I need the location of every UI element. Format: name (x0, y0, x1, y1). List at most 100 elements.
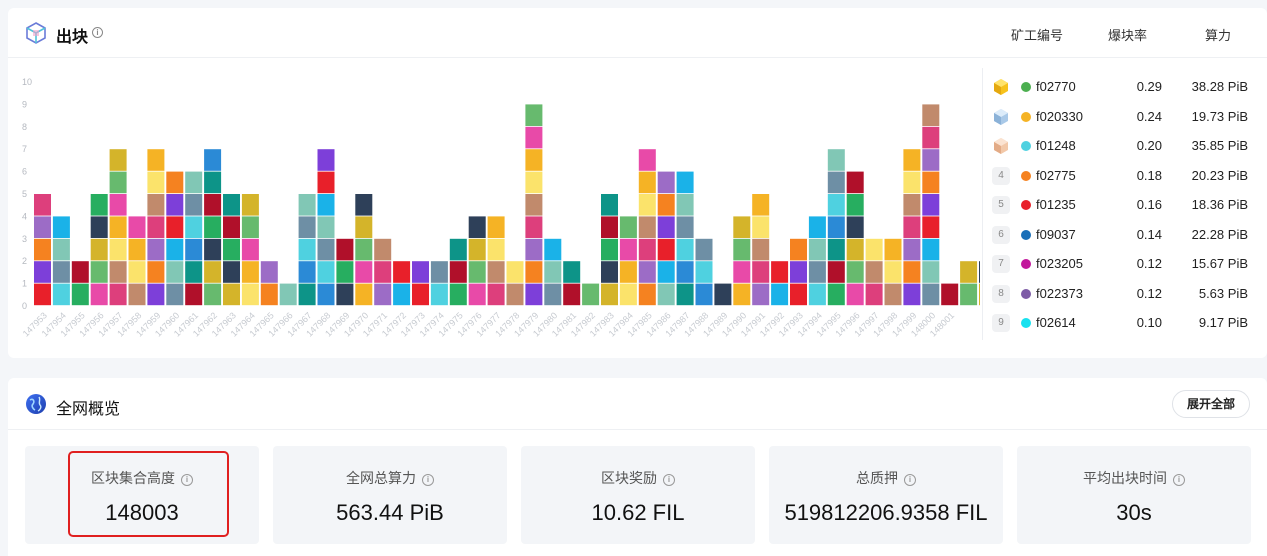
block-segment[interactable] (733, 216, 751, 238)
block-segment[interactable] (223, 194, 240, 216)
block-segment[interactable] (128, 238, 146, 261)
block-segment[interactable] (166, 238, 184, 261)
block-segment[interactable] (449, 238, 467, 261)
block-segment[interactable] (166, 171, 184, 194)
block-segment[interactable] (204, 194, 222, 216)
block-segment[interactable] (752, 283, 770, 306)
block-segment[interactable] (241, 261, 259, 283)
block-segment[interactable] (733, 283, 751, 306)
block-segment[interactable] (449, 283, 467, 306)
block-segment[interactable] (771, 261, 789, 283)
block-segment[interactable] (903, 171, 921, 194)
block-segment[interactable] (790, 283, 807, 306)
ranking-row[interactable]: f01248 0.20 35.85 PiB (992, 133, 1252, 162)
block-segment[interactable] (317, 238, 335, 261)
block-segment[interactable] (487, 238, 505, 261)
block-segment[interactable] (638, 283, 656, 306)
block-segment[interactable] (260, 283, 278, 306)
block-segment[interactable] (922, 126, 940, 149)
block-segment[interactable] (638, 238, 656, 261)
block-segment[interactable] (185, 194, 203, 216)
block-segment[interactable] (90, 283, 108, 306)
block-segment[interactable] (544, 283, 562, 306)
ranking-row[interactable]: 6 f09037 0.14 22.28 PiB (992, 222, 1252, 251)
block-segment[interactable] (601, 238, 618, 261)
block-segment[interactable] (808, 216, 826, 238)
block-segment[interactable] (147, 216, 165, 238)
block-segment[interactable] (903, 261, 921, 283)
block-segment[interactable] (52, 216, 70, 238)
block-segment[interactable] (412, 283, 429, 306)
block-segment[interactable] (884, 238, 902, 261)
block-segment[interactable] (714, 283, 732, 306)
miner-id[interactable]: f01248 (1036, 138, 1076, 153)
block-segment[interactable] (922, 171, 940, 194)
block-segment[interactable] (412, 261, 429, 283)
block-segment[interactable] (90, 194, 108, 216)
block-segment[interactable] (204, 216, 222, 238)
block-segment[interactable] (298, 216, 316, 238)
block-segment[interactable] (109, 283, 127, 306)
block-segment[interactable] (771, 283, 789, 306)
block-segment[interactable] (903, 216, 921, 238)
info-icon[interactable]: i (904, 474, 916, 486)
block-segment[interactable] (374, 261, 392, 283)
block-segment[interactable] (638, 149, 656, 171)
block-segment[interactable] (147, 238, 165, 261)
block-segment[interactable] (827, 194, 845, 216)
block-segment[interactable] (903, 283, 921, 306)
ranking-row[interactable]: f020330 0.24 19.73 PiB (992, 104, 1252, 133)
block-segment[interactable] (563, 261, 581, 283)
ranking-row[interactable]: f02770 0.29 38.28 PiB (992, 74, 1252, 103)
block-segment[interactable] (808, 261, 826, 283)
block-segment[interactable] (903, 194, 921, 216)
block-segment[interactable] (393, 283, 411, 306)
block-segment[interactable] (90, 238, 108, 261)
block-segment[interactable] (676, 171, 694, 194)
block-segment[interactable] (487, 283, 505, 306)
block-segment[interactable] (752, 194, 770, 216)
block-segment[interactable] (355, 194, 373, 216)
block-segment[interactable] (922, 104, 940, 126)
block-segment[interactable] (922, 216, 940, 238)
block-segment[interactable] (657, 261, 675, 283)
block-segment[interactable] (468, 283, 486, 306)
block-segment[interactable] (393, 261, 411, 283)
block-segment[interactable] (808, 238, 826, 261)
info-icon[interactable]: i (181, 474, 193, 486)
block-segment[interactable] (846, 171, 864, 194)
block-segment[interactable] (827, 283, 845, 306)
miner-id[interactable]: f023205 (1036, 256, 1083, 271)
block-segment[interactable] (223, 283, 240, 306)
block-segment[interactable] (185, 216, 203, 238)
block-segment[interactable] (109, 149, 127, 171)
block-segment[interactable] (676, 261, 694, 283)
block-segment[interactable] (960, 283, 978, 306)
block-segment[interactable] (752, 261, 770, 283)
block-segment[interactable] (846, 261, 864, 283)
block-segment[interactable] (638, 171, 656, 194)
block-segment[interactable] (922, 283, 940, 306)
block-segment[interactable] (317, 261, 335, 283)
block-segment[interactable] (808, 283, 826, 306)
block-segment[interactable] (109, 238, 127, 261)
ranking-row[interactable]: 7 f023205 0.12 15.67 PiB (992, 251, 1252, 280)
block-segment[interactable] (619, 238, 637, 261)
block-segment[interactable] (241, 283, 259, 306)
block-segment[interactable] (223, 238, 240, 261)
block-segment[interactable] (846, 283, 864, 306)
block-segment[interactable] (90, 216, 108, 238)
block-segment[interactable] (884, 283, 902, 306)
block-segment[interactable] (241, 194, 259, 216)
block-segment[interactable] (71, 261, 89, 283)
block-segment[interactable] (34, 261, 51, 283)
block-segment[interactable] (166, 283, 184, 306)
block-segment[interactable] (922, 149, 940, 171)
block-segment[interactable] (374, 238, 392, 261)
block-segment[interactable] (430, 283, 448, 306)
miner-id[interactable]: f09037 (1036, 226, 1076, 242)
block-segment[interactable] (525, 194, 543, 216)
block-segment[interactable] (34, 238, 51, 261)
block-segment[interactable] (525, 171, 543, 194)
block-segment[interactable] (941, 283, 959, 306)
